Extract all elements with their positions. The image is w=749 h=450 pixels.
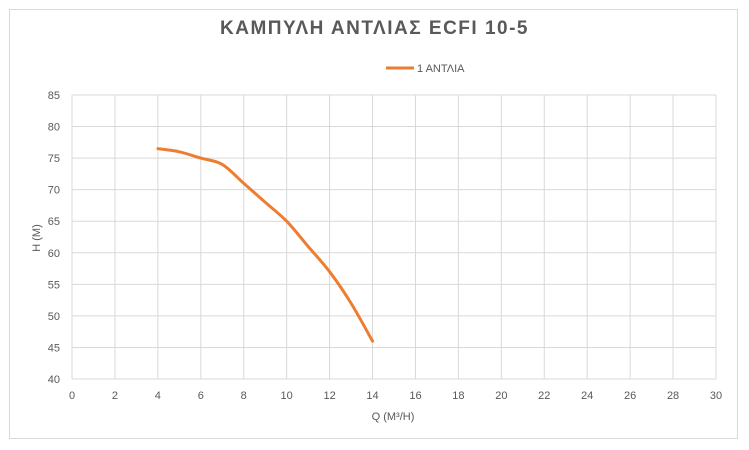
x-tick-label: 6 [198, 390, 204, 402]
x-tick-label: 30 [710, 390, 722, 402]
plot-series [156, 147, 375, 343]
x-tick-label: 26 [624, 390, 636, 402]
x-tick-label: 14 [366, 390, 378, 402]
y-tick-label: 50 [48, 311, 60, 323]
x-tick-label: 2 [112, 390, 118, 402]
x-tick-labels: 0 2 4 6 8 10 12 14 16 18 20 22 24 26 28 30 [69, 390, 722, 402]
x-tick-label: 0 [69, 390, 75, 402]
x-tick-label: 16 [409, 390, 421, 402]
x-tick-label: 8 [241, 390, 247, 402]
y-tick-label: 55 [48, 279, 60, 291]
legend: 1 ΑΝΤΛΙΑ [386, 63, 465, 75]
y-tick-labels: 40 45 50 55 60 65 70 75 80 85 [48, 90, 60, 386]
x-tick-label: 22 [538, 390, 550, 402]
y-tick-label: 80 [48, 122, 60, 134]
x-tick-label: 18 [452, 390, 464, 402]
chart-frame [9, 9, 738, 439]
chart-title: ΚΑΜΠΥΛΗ ΑΝΤΛΙΑΣ ECFI 10-5 [220, 18, 529, 39]
x-tick-label: 4 [155, 390, 161, 402]
y-tick-label: 40 [48, 374, 60, 386]
grid [71, 94, 717, 380]
y-tick-label: 65 [48, 216, 60, 228]
y-tick-label: 75 [48, 153, 60, 165]
series-line [156, 147, 375, 343]
x-tick-label: 10 [281, 390, 293, 402]
x-tick-label: 20 [495, 390, 507, 402]
y-axis-label: H (M) [31, 224, 43, 252]
x-tick-label: 24 [581, 390, 593, 402]
y-tick-label: 60 [48, 248, 60, 260]
x-tick-label: 28 [667, 390, 679, 402]
y-tick-label: 45 [48, 342, 60, 354]
x-axis-label: Q (M³/H) [372, 411, 415, 423]
y-tick-label: 85 [48, 90, 60, 102]
y-tick-label: 70 [48, 185, 60, 197]
x-tick-label: 12 [323, 390, 335, 402]
legend-label: 1 ΑΝΤΛΙΑ [417, 63, 465, 75]
